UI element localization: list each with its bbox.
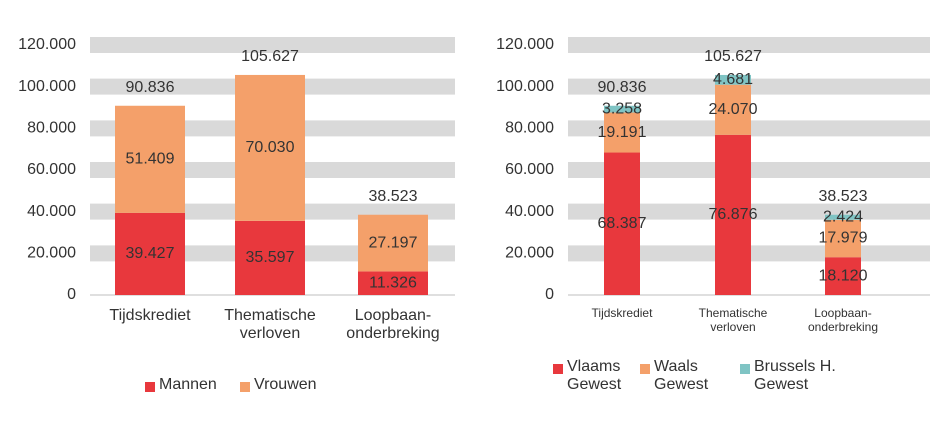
bar-segment (715, 134, 751, 295)
x-tick-label: Tijdskrediet (591, 306, 653, 320)
value-label: 17.979 (819, 230, 868, 247)
y-tick-label: 40.000 (505, 203, 554, 220)
total-label: 38.523 (369, 188, 418, 205)
value-label: 27.197 (369, 234, 418, 251)
bar-segment (115, 212, 185, 295)
bar-segment (604, 152, 640, 295)
y-tick-label: 60.000 (505, 161, 554, 178)
y-tick-label: 20.000 (505, 245, 554, 262)
legend-label: Vlaams Gewest (567, 358, 622, 394)
total-label: 90.836 (126, 79, 175, 96)
value-label: 11.326 (369, 274, 417, 291)
legend-swatch (640, 364, 650, 374)
value-label: 2.424 (823, 208, 863, 225)
x-tick-label: Thematische verloven (698, 306, 768, 334)
legend-label: Mannen (159, 376, 217, 393)
bar-segment (358, 214, 428, 272)
y-tick-label: 120.000 (18, 36, 76, 53)
value-label: 24.070 (709, 101, 758, 118)
legend-swatch (740, 364, 750, 374)
value-label: 19.191 (598, 124, 647, 141)
value-label: 35.597 (246, 249, 295, 266)
y-tick-label: 0 (545, 286, 554, 303)
legend-label: Brussels H. Gewest (754, 358, 836, 394)
bar-segment (604, 105, 640, 113)
bar-segment (825, 257, 861, 295)
bar-segment (235, 74, 305, 221)
total-label: 105.627 (241, 48, 299, 65)
legend-label: Vrouwen (254, 376, 317, 393)
total-label: 90.836 (598, 79, 647, 96)
value-label: 3.258 (602, 100, 642, 117)
total-label: 38.523 (819, 188, 868, 205)
bar-segment (825, 219, 861, 258)
x-tick-label: Tijdskrediet (109, 307, 191, 324)
legend-swatch (145, 382, 155, 392)
legend-label: Waals Gewest (654, 358, 709, 394)
y-tick-label: 40.000 (27, 203, 76, 220)
legend-swatch (553, 364, 563, 374)
value-label: 39.427 (126, 245, 175, 262)
value-label: 68.387 (598, 215, 647, 232)
bar-segment (715, 74, 751, 85)
y-tick-label: 80.000 (27, 120, 76, 137)
y-tick-label: 60.000 (27, 161, 76, 178)
bar-segment (604, 112, 640, 153)
x-tick-label: Loopbaan-onderbreking (346, 307, 440, 343)
y-tick-label: 100.000 (496, 78, 554, 95)
value-label: 70.030 (246, 139, 295, 156)
value-label: 76.876 (709, 206, 758, 223)
total-label: 105.627 (704, 48, 762, 65)
value-label: 4.681 (713, 71, 753, 88)
x-tick-label: Loopbaan-onderbreking (807, 306, 879, 334)
x-tick-label: Thematische verloven (224, 307, 316, 343)
bar-segment (358, 271, 428, 295)
value-label: 51.409 (126, 151, 175, 168)
y-tick-label: 100.000 (18, 78, 76, 95)
bar-segment (715, 84, 751, 135)
y-tick-label: 0 (67, 286, 76, 303)
value-label: 18.120 (819, 267, 868, 284)
y-tick-label: 120.000 (496, 36, 554, 53)
y-tick-label: 20.000 (27, 245, 76, 262)
bar-segment (115, 105, 185, 213)
bar-segment (235, 220, 305, 295)
y-tick-label: 80.000 (505, 120, 554, 137)
legend-swatch (240, 382, 250, 392)
bar-segment (825, 214, 861, 220)
